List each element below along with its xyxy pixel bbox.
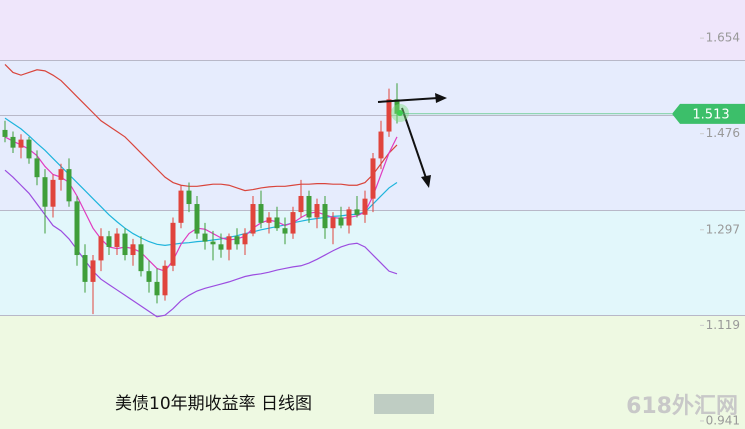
last-price-tag — [672, 103, 745, 124]
candle-body — [282, 228, 288, 234]
indicator-line — [4, 64, 398, 192]
candle-body — [2, 129, 8, 137]
candle-body — [34, 158, 40, 178]
y-tick-label: 1.654 — [706, 31, 740, 45]
candle-body — [146, 271, 152, 282]
candle-body — [250, 204, 256, 234]
candle-body — [306, 195, 312, 218]
glow-dot — [397, 110, 403, 116]
candle-body — [346, 209, 352, 226]
candle-body — [362, 198, 368, 215]
candle-body — [106, 236, 112, 247]
candle-body — [138, 244, 144, 272]
candle-body — [26, 139, 32, 159]
candle-body — [130, 244, 136, 256]
candle-body — [18, 139, 24, 148]
candle-body — [186, 190, 192, 205]
candle-body — [234, 236, 240, 245]
last-price-label: 1.513 — [692, 107, 729, 122]
candle-body — [58, 169, 64, 180]
zone-band — [0, 0, 745, 60]
candle-body — [266, 217, 272, 223]
candle-body — [90, 260, 96, 282]
indicator-line — [4, 169, 398, 318]
arrow — [401, 107, 427, 179]
candle-body — [298, 195, 304, 213]
caption: 美债10年期收益率 日线图 — [115, 394, 312, 414]
candle-body — [218, 244, 224, 250]
candle-body — [258, 204, 264, 223]
candle-body — [274, 217, 280, 229]
candle-body — [314, 204, 320, 218]
candle-body — [330, 217, 336, 229]
watermark: 618外汇网 — [626, 393, 738, 419]
candle-body — [210, 241, 216, 245]
candle-body — [154, 281, 160, 296]
candle-body — [194, 204, 200, 234]
candle-body — [338, 217, 344, 226]
candle-body — [114, 233, 120, 247]
arrowhead — [435, 93, 447, 103]
candle-body — [322, 204, 328, 229]
y-tick-label: 1.476 — [706, 126, 740, 140]
candle-body — [162, 265, 168, 296]
candle-body — [82, 255, 88, 282]
arrowhead — [421, 175, 431, 188]
candle-body — [66, 169, 72, 202]
plot — [2, 64, 400, 318]
candle-body — [98, 236, 104, 261]
candle-body — [290, 212, 296, 234]
y-tick-label: 1.119 — [706, 318, 740, 332]
candle-body — [178, 190, 184, 223]
arrow — [377, 97, 439, 103]
candle-body — [122, 233, 128, 256]
candle-body — [202, 233, 208, 242]
candle-body — [10, 136, 16, 148]
zone-band — [0, 210, 745, 315]
candle-body — [226, 236, 232, 250]
y-tick-label: 0.941 — [706, 413, 740, 427]
candle-body — [378, 131, 384, 159]
candle-body — [394, 99, 400, 114]
candle-body — [74, 201, 80, 256]
candle-body — [170, 222, 176, 266]
candle-body — [242, 233, 248, 245]
blurred-box — [374, 394, 434, 414]
y-tick-label: 1.297 — [706, 222, 740, 236]
candle-body — [50, 179, 56, 207]
candle-body — [386, 99, 392, 132]
zone-band — [0, 315, 745, 429]
candle-body — [354, 209, 360, 215]
candle-body — [42, 177, 48, 207]
candle-body — [370, 158, 376, 199]
